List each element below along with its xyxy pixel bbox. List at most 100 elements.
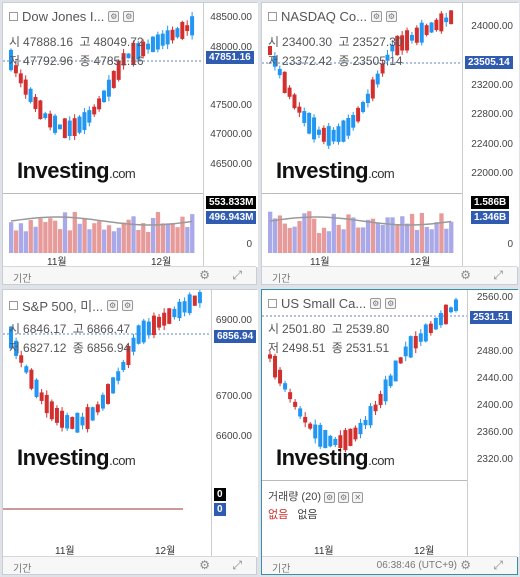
ohlc-row-1: 시 47888.16 고 48049.72 — [9, 35, 144, 49]
period-label[interactable]: 기간 — [272, 564, 291, 575]
volume-bar — [102, 229, 107, 253]
volume-bar — [444, 228, 449, 253]
candle-body — [282, 71, 287, 93]
x-label: 11월 — [55, 546, 75, 557]
candle-body — [24, 366, 29, 373]
config-icon[interactable]: ⚙ — [338, 492, 350, 503]
volume-bar — [312, 218, 317, 253]
candle-body — [444, 17, 449, 23]
settings-icon[interactable]: ⚙ — [370, 11, 382, 22]
settings-icon[interactable]: ⚙ — [107, 300, 119, 311]
fullscreen-icon[interactable]: ⤢ — [232, 558, 242, 572]
chart-panel-nasdaq[interactable]: NASDAQ Co... ⚙ ⚙ 시 23400.30 고 23527.30 저 23… — [261, 2, 519, 285]
volume-bar — [356, 227, 361, 253]
candle-body — [23, 79, 28, 95]
chart-panel-russell[interactable]: US Small Ca... ⚙ ⚙ 시 2501.80 고 2539.80 저 24… — [261, 289, 519, 575]
candle-body — [172, 308, 177, 318]
volume-bar — [268, 211, 273, 253]
candle-body — [92, 106, 97, 115]
config-icon[interactable]: ⚙ — [385, 11, 397, 22]
candle-body — [356, 107, 361, 122]
volume-bar — [43, 222, 48, 253]
volume-bar — [155, 211, 161, 253]
volume-bar — [297, 221, 302, 253]
period-label[interactable]: 기간 — [13, 564, 32, 575]
candle-body — [400, 35, 405, 51]
settings-icon[interactable]: ⚙ — [324, 492, 336, 503]
volume-bar — [414, 229, 420, 253]
candle-body — [316, 129, 321, 135]
volume-bar — [175, 227, 180, 253]
fullscreen-icon[interactable]: ⤢ — [493, 268, 503, 282]
collapse-icon[interactable] — [9, 12, 18, 21]
collapse-icon[interactable] — [268, 12, 277, 21]
price-axis[interactable]: 24000.00 23200.00 22800.00 22400.00 2200… — [462, 3, 519, 267]
candle-body — [121, 361, 126, 371]
chart-title: S&P 500, 미... — [22, 299, 104, 314]
volume-bar — [390, 217, 395, 253]
chart-panel-dow[interactable]: Dow Jones I... ⚙ ⚙ 시 47888.16 고 48049.72 저… — [2, 2, 258, 285]
candle-body — [449, 10, 454, 25]
candle-body — [80, 416, 85, 426]
candle-body — [62, 118, 67, 138]
candle-body — [434, 19, 439, 31]
candle-body — [97, 98, 102, 110]
chart-panel-sp500[interactable]: S&P 500, 미... ⚙ ⚙ 시 6846.17 고 6866.47 저 682… — [2, 289, 258, 575]
config-icon[interactable]: ⚙ — [122, 300, 134, 311]
volume-bar — [292, 226, 297, 253]
close-icon[interactable]: ✕ — [352, 492, 364, 503]
candle-body — [331, 129, 336, 142]
candle-body — [348, 428, 353, 446]
candle-body — [182, 301, 187, 313]
volume-bar — [33, 226, 38, 253]
candle-body — [429, 22, 434, 33]
candle-body — [126, 53, 131, 59]
candle-body — [18, 73, 23, 84]
candle-body — [313, 424, 318, 439]
volume-bar — [287, 227, 292, 253]
volume-values: 없음 없음 — [268, 509, 318, 521]
candle-body — [443, 304, 448, 325]
period-label[interactable]: 기간 — [272, 274, 291, 285]
candle-body — [19, 355, 24, 363]
price-axis[interactable]: 6900.00 6700.00 6600.00 6856.94 0 0 — [211, 290, 258, 557]
ohlc-row-2: 저 47792.96 종 47851.16 — [9, 54, 144, 68]
gear-icon[interactable]: ⚙ — [460, 558, 471, 572]
price-axis[interactable]: 48500.00 48000.00 47500.00 47000.00 4650… — [203, 3, 258, 267]
collapse-icon[interactable] — [9, 301, 18, 310]
candle-body — [150, 36, 155, 52]
volume-tag-max: 1.586B — [471, 196, 510, 209]
price-plot[interactable] — [3, 3, 203, 193]
settings-icon[interactable]: ⚙ — [108, 11, 120, 22]
volume-bar — [9, 222, 14, 253]
candle-body — [428, 323, 433, 334]
gear-icon[interactable]: ⚙ — [460, 268, 471, 282]
price-plot[interactable] — [262, 290, 467, 480]
gear-icon[interactable]: ⚙ — [199, 558, 210, 572]
candle-body — [287, 87, 292, 97]
candle-body — [131, 337, 136, 352]
candle-body — [160, 33, 165, 46]
fullscreen-icon[interactable]: ⤢ — [232, 268, 242, 282]
panel-footer: 기간 ⚙ ⤢ — [262, 266, 517, 285]
config-icon[interactable]: ⚙ — [385, 298, 397, 309]
candle-body — [385, 54, 390, 61]
candle-body — [38, 100, 43, 120]
period-label[interactable]: 기간 — [13, 274, 32, 285]
fullscreen-icon[interactable]: ⤢ — [493, 558, 503, 572]
candle-body — [393, 360, 398, 382]
price-plot[interactable] — [3, 290, 211, 480]
volume-bar — [150, 218, 156, 253]
candle-body — [170, 29, 175, 41]
volume-bar — [136, 230, 141, 253]
candle-body — [106, 384, 110, 404]
price-plot[interactable] — [262, 3, 462, 193]
config-icon[interactable]: ⚙ — [123, 11, 135, 22]
price-axis[interactable]: 2560.00 2480.00 2440.00 2400.00 2360.00 … — [467, 290, 519, 557]
candle-body — [60, 410, 65, 428]
volume-bar — [72, 211, 77, 253]
settings-icon[interactable]: ⚙ — [370, 298, 382, 309]
collapse-icon[interactable] — [268, 299, 277, 308]
gear-icon[interactable]: ⚙ — [199, 268, 210, 282]
candle-body — [278, 369, 283, 384]
